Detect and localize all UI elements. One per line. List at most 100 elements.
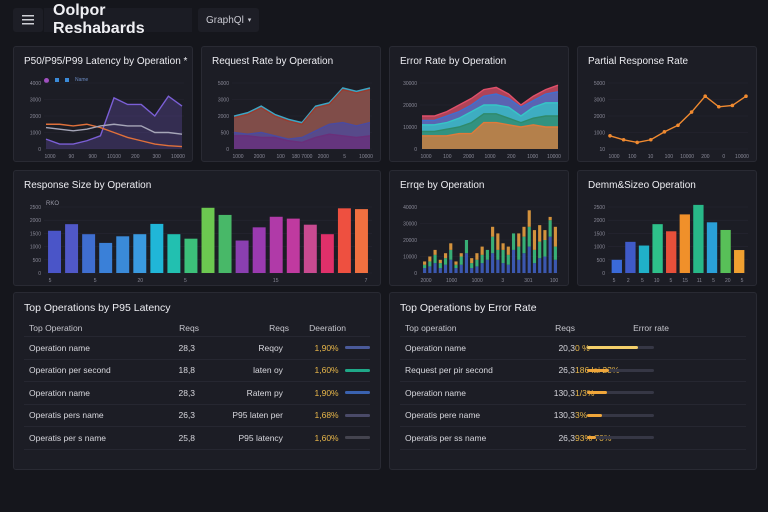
error-rate-panel: Error Rate by Operation 0 10000 20000 30000 1… [389, 46, 569, 162]
bar-segment [470, 268, 474, 273]
bar-segment [475, 259, 479, 267]
x-tick-label: 300 [152, 154, 161, 160]
bar-segment [506, 254, 510, 265]
panel-title: Errqe by Operation [400, 180, 485, 191]
y-tick-label: 3000 [594, 98, 605, 104]
rate-bar [587, 346, 654, 350]
series-line [422, 91, 559, 122]
selector-label: GraphQl [206, 14, 244, 26]
cell: Operatis per ss name [405, 432, 487, 443]
series-line [45, 123, 183, 135]
bar-segment [464, 240, 469, 254]
bar-segment [433, 249, 437, 255]
cell: Operation name [405, 387, 466, 398]
bar-segment [433, 263, 437, 273]
table-row[interactable]: Operation per second 18,8 laten oy 1,60% [24, 360, 370, 382]
request-rate-chart: 0 500 2000 3000 5000 1000 2000 100 180 7000 2000 5… [218, 81, 373, 160]
partial-response-panel: Partial Response Rate 10 1000 2000 3000 5000 1… [577, 46, 757, 162]
bar [116, 236, 130, 273]
y-tick-label: 5000 [594, 81, 605, 87]
response-size-chart: 0 500 1000 1500 2000 2500 5 5 20 5 15 7 [30, 205, 372, 284]
bar-segment [464, 253, 469, 273]
rate-bar [587, 413, 654, 417]
data-point [689, 110, 694, 114]
legend: Name [44, 77, 88, 83]
cell: Operation name [29, 387, 90, 398]
data-point [662, 130, 667, 134]
rate-bar [587, 368, 654, 372]
bar-segment [449, 259, 453, 273]
bar [337, 208, 351, 273]
menu-button[interactable] [13, 8, 43, 32]
bar-segment [480, 246, 484, 255]
y-tick-label: 20000 [403, 103, 417, 109]
column-header: Error rate [633, 323, 669, 333]
bar-segment [443, 264, 448, 273]
table-row[interactable]: Operatis pers name 26,3 P95 laten per 1,68% [24, 405, 370, 427]
hamburger-icon [22, 15, 34, 25]
latency-table-panel: Top Operations by P95 Latency Top Operat… [13, 292, 381, 470]
x-tick-label: 11 [697, 278, 702, 284]
bar [638, 245, 650, 273]
x-tick-label: 1000 [420, 154, 431, 160]
data-point [621, 137, 626, 142]
cell: Operatis per s name [29, 432, 107, 443]
table-row[interactable]: Operation name 130,3 1/3% [400, 382, 746, 405]
data-point [676, 123, 680, 128]
x-tick-label: 100 [550, 278, 559, 284]
panel-title: P50/P95/P99 Latency by Operation * [24, 56, 188, 67]
rate-bar [587, 391, 654, 395]
bar-segment [517, 233, 521, 247]
x-tick-label: 10000 [547, 154, 561, 160]
bar-segment [454, 268, 458, 273]
bar [693, 204, 704, 273]
y-tick-label: 10000 [403, 255, 417, 261]
x-tick-label: 1000 [232, 154, 243, 160]
bar-segment [438, 263, 442, 269]
bar-segment [438, 259, 442, 264]
graphql-selector[interactable]: GraphQl ▾ [198, 8, 259, 32]
y-tick-label: 2000 [218, 114, 229, 120]
bar [150, 223, 164, 273]
x-tick-label: 90 [69, 154, 75, 160]
x-tick-label: 1000 [527, 154, 538, 160]
panel-title: Error Rate by Operation [400, 56, 507, 67]
table-row[interactable]: Operatis per s name 25,8 P95 latency 1,60% [24, 427, 370, 450]
bar-segment [443, 253, 448, 259]
column-header: Reqs [179, 323, 199, 333]
x-tick-label: 5 [669, 278, 672, 284]
bar [354, 209, 368, 273]
bar [184, 238, 198, 273]
y-tick-label: 0 [38, 271, 41, 277]
table-row[interactable]: Operation name 28,3 Ratem py 1,90% [24, 382, 370, 405]
bar [666, 231, 677, 273]
data-point [608, 134, 612, 138]
table-row[interactable]: Operation name 20,3 0 % [400, 337, 746, 360]
bar-segment [527, 226, 531, 247]
column-header: Deeration [309, 323, 346, 333]
y-tick-label: 1000 [594, 131, 605, 137]
y-tick-label: 2000 [594, 114, 605, 120]
x-tick-label: 1000 [608, 154, 619, 160]
series-line [45, 95, 183, 145]
x-tick-label: 10100 [107, 154, 121, 160]
x-tick-label: 5 [712, 278, 715, 284]
bar [48, 230, 62, 273]
bar-segment [475, 253, 479, 260]
bar-segment [443, 258, 448, 265]
table-row[interactable]: Operatis pere name 130,3 3% [400, 405, 746, 427]
legend-label: Name [75, 77, 89, 83]
data-point [730, 103, 735, 108]
y-tick-label: 500 [33, 258, 42, 264]
data-point [649, 137, 653, 142]
bar [611, 259, 622, 273]
table-row[interactable]: Operation name 28,3 Reqoy 1,90% [24, 337, 370, 360]
x-tick-label: 10000 [359, 154, 373, 160]
bar [133, 234, 147, 273]
bar-segment [491, 253, 495, 273]
bar [99, 242, 113, 273]
error-table: Top operation Reqs Error rate Operation nam… [400, 320, 746, 450]
x-tick-label: 100 [665, 154, 674, 160]
